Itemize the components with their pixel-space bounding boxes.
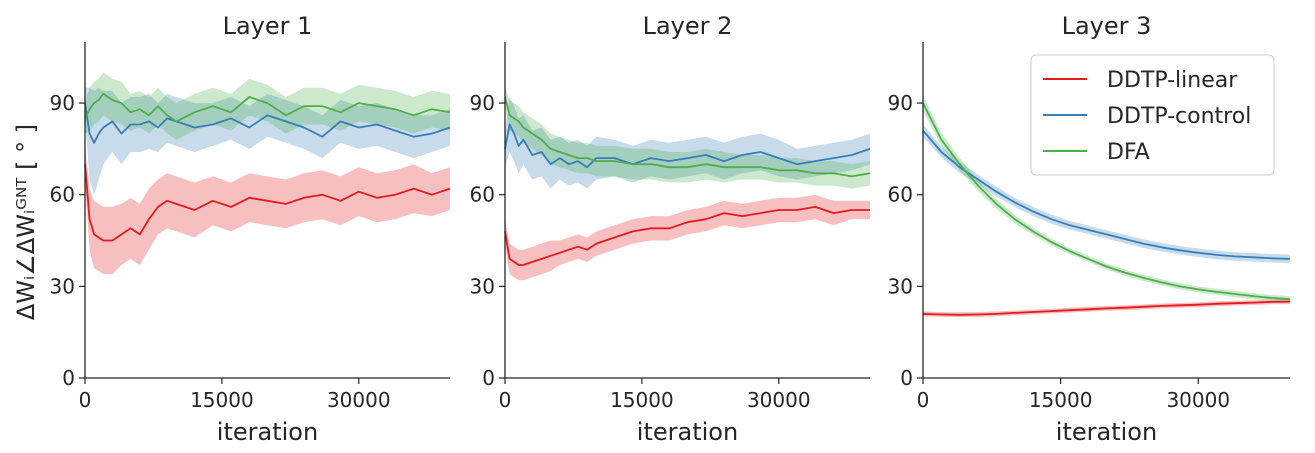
x-tick-label: 30000	[747, 388, 811, 412]
band-ddtp-linear	[505, 194, 870, 281]
y-tick-label: 90	[470, 91, 495, 115]
x-tick-label: 15000	[1029, 388, 1093, 412]
legend-label: DDTP-linear	[1107, 68, 1238, 93]
band-dfa	[505, 87, 870, 189]
legend-box	[1030, 54, 1275, 176]
y-tick-label: 0	[900, 366, 913, 390]
panel-title: Layer 1	[223, 12, 313, 40]
band-ddtp-control	[923, 124, 1290, 264]
panel-title: Layer 3	[1062, 12, 1152, 40]
x-axis-label: iteration	[1056, 418, 1157, 446]
line-dfa	[504, 96, 871, 178]
line-dfa	[922, 102, 1291, 301]
panel-title: Layer 2	[643, 12, 733, 40]
y-axis-label: ΔWᵢ∠ΔWᵢᴳᴺᵀ [ ° ]	[12, 124, 40, 320]
line-ddtp-control	[84, 102, 451, 144]
line-ddtp-linear	[922, 300, 1291, 316]
y-tick-label: 90	[888, 91, 913, 115]
y-tick-label: 30	[470, 274, 495, 298]
y-tick-label: 60	[470, 183, 495, 207]
x-tick-label: 0	[79, 388, 92, 412]
y-tick-label: 30	[888, 274, 913, 298]
y-tick-label: 90	[50, 91, 75, 115]
x-tick-label: 15000	[190, 388, 254, 412]
line-dfa	[84, 93, 451, 123]
y-tick-label: 60	[888, 183, 913, 207]
panel-3: Layer 3 0 30 60 90 0 15000 30000 iteration	[888, 12, 1291, 446]
band-ddtp-control	[85, 87, 450, 195]
x-axis-label: iteration	[217, 418, 318, 446]
x-tick-label: 30000	[1166, 388, 1230, 412]
y-tick-label: 30	[50, 274, 75, 298]
line-ddtp-linear	[84, 164, 451, 242]
legend-label: DFA	[1107, 140, 1150, 165]
y-tick-label: 60	[50, 183, 75, 207]
panel-1: Layer 1 0 30 60 90 0 15000 30000 iteration	[50, 12, 451, 446]
band-dfa	[85, 72, 450, 140]
legend: DDTP-linear DDTP-control DFA	[1030, 54, 1275, 176]
band-ddtp-control	[505, 97, 870, 189]
x-tick-label: 0	[499, 388, 512, 412]
panel-2: Layer 2 0 30 60 90 0 15000 30000 iteration	[470, 12, 871, 446]
line-ddtp-linear	[504, 205, 870, 266]
x-axis-label: iteration	[637, 418, 738, 446]
y-tick-label: 0	[62, 366, 75, 390]
line-ddtp-control	[504, 123, 871, 169]
y-tick-label: 0	[482, 366, 495, 390]
x-tick-label: 30000	[327, 388, 391, 412]
x-tick-label: 15000	[610, 388, 674, 412]
line-ddtp-control	[922, 130, 1291, 260]
band-ddtp-linear	[85, 145, 450, 275]
x-tick-label: 0	[917, 388, 930, 412]
legend-label: DDTP-control	[1107, 104, 1251, 129]
